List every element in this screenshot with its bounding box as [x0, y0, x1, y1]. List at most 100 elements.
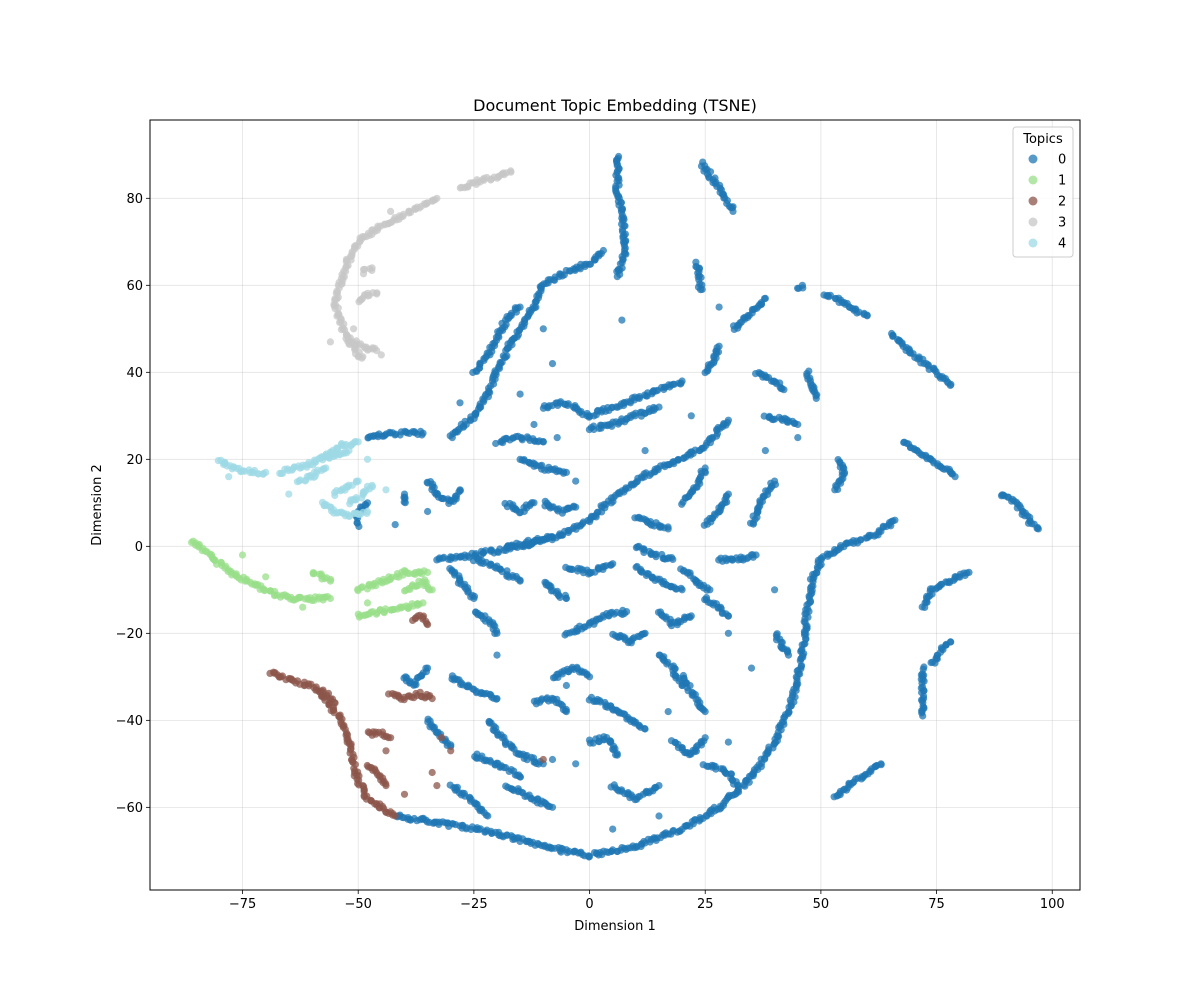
data-point	[747, 664, 756, 672]
data-point	[771, 586, 779, 594]
data-point	[664, 708, 672, 716]
data-point	[496, 358, 504, 367]
data-point	[433, 782, 441, 790]
data-point	[400, 490, 409, 498]
data-point	[352, 494, 360, 502]
data-point	[635, 394, 644, 402]
data-point	[609, 560, 617, 568]
x-tick-label: 0	[585, 897, 593, 912]
data-point	[377, 351, 385, 359]
data-point	[562, 681, 571, 690]
data-point	[761, 447, 770, 455]
data-point	[399, 210, 407, 218]
data-point	[363, 507, 372, 516]
x-tick-label: 100	[1040, 897, 1065, 912]
data-point	[641, 725, 649, 733]
chart-title: Document Topic Embedding (TSNE)	[473, 96, 757, 115]
data-point	[572, 503, 580, 511]
data-point	[382, 747, 390, 755]
data-point	[655, 812, 663, 820]
legend-item: 3	[1028, 216, 1066, 231]
data-point	[532, 303, 540, 311]
x-tick-label: −25	[460, 897, 487, 912]
data-point	[373, 290, 381, 298]
data-point	[391, 812, 399, 820]
data-point	[1034, 525, 1042, 533]
data-point	[261, 587, 269, 595]
data-point	[771, 477, 779, 485]
data-point	[285, 490, 293, 498]
legend-label: 3	[1058, 216, 1066, 231]
data-point	[891, 516, 899, 524]
data-point	[724, 629, 733, 637]
y-axis-ticks: −60 −40 −20 0 20 40 60 80	[116, 192, 150, 816]
x-tick-label: 25	[697, 897, 714, 912]
data-point	[225, 473, 233, 481]
data-point	[877, 760, 885, 768]
y-tick-label: 60	[126, 279, 143, 294]
data-point	[447, 747, 455, 755]
data-point	[548, 534, 557, 542]
data-point	[262, 573, 270, 581]
x-tick-label: 75	[928, 897, 945, 912]
data-point	[562, 708, 571, 716]
data-point	[493, 695, 501, 703]
data-point	[919, 712, 927, 720]
data-point	[433, 194, 441, 202]
data-point	[562, 468, 571, 476]
legend-item: 1	[1028, 174, 1066, 189]
data-point	[516, 390, 524, 398]
data-point	[486, 756, 494, 765]
data-point	[715, 303, 723, 311]
data-point	[867, 767, 875, 776]
x-tick-label: −50	[344, 897, 371, 912]
legend-item: 0	[1028, 153, 1066, 168]
y-tick-label: −20	[116, 627, 143, 642]
data-point	[590, 422, 598, 430]
data-point	[613, 751, 621, 759]
data-point	[534, 438, 542, 446]
data-point	[641, 447, 649, 455]
data-point	[609, 825, 617, 833]
data-point	[701, 464, 709, 472]
data-point	[798, 281, 807, 289]
data-point	[400, 790, 409, 798]
data-point	[863, 312, 871, 320]
legend-title: Topics	[1022, 132, 1063, 147]
data-point	[428, 695, 436, 703]
data-point	[419, 599, 427, 607]
data-point	[729, 207, 737, 215]
data-point	[752, 551, 760, 559]
data-point	[503, 503, 511, 511]
data-point	[572, 760, 580, 768]
data-point	[641, 629, 649, 637]
series-4	[214, 438, 390, 521]
x-axis-label: Dimension 1	[574, 919, 656, 934]
x-tick-label: −75	[229, 897, 256, 912]
data-point	[516, 577, 524, 585]
data-point	[701, 708, 709, 716]
series-1	[188, 537, 436, 621]
data-point	[238, 551, 247, 559]
data-point	[548, 755, 557, 764]
data-point	[946, 638, 955, 646]
data-point	[669, 555, 677, 564]
data-point	[548, 360, 557, 368]
data-point	[812, 394, 820, 402]
data-point	[951, 473, 959, 481]
data-point	[480, 690, 488, 698]
legend-item: 2	[1028, 195, 1066, 210]
data-point	[530, 499, 538, 507]
y-tick-label: 40	[126, 366, 143, 381]
data-point	[516, 303, 524, 311]
data-point	[579, 520, 587, 528]
legend: Topics 0 1 2 3 4	[1012, 126, 1074, 258]
data-point	[623, 608, 631, 616]
legend-label: 2	[1058, 195, 1066, 210]
data-point	[706, 586, 714, 594]
data-point	[326, 577, 334, 585]
data-point	[715, 342, 723, 350]
legend-marker	[1028, 238, 1038, 248]
data-point	[586, 412, 594, 420]
data-point	[724, 738, 733, 746]
